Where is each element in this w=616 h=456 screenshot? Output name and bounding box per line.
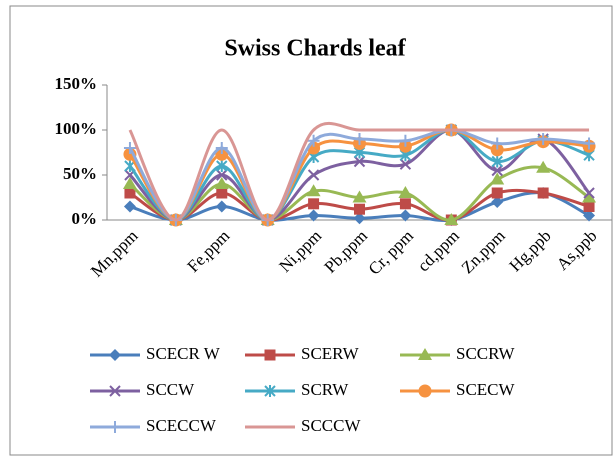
data-point xyxy=(352,190,367,203)
data-point xyxy=(215,200,228,213)
data-point xyxy=(491,164,503,177)
series-line xyxy=(128,121,590,222)
data-point xyxy=(124,187,136,199)
data-point xyxy=(537,133,550,145)
legend-label: SCECR W xyxy=(146,344,221,363)
data-point xyxy=(399,198,411,210)
data-point xyxy=(537,187,549,199)
legend-marker xyxy=(418,384,432,398)
y-tick-label: 150% xyxy=(55,74,98,93)
y-tick-label: 100% xyxy=(55,119,98,138)
y-tick-label: 0% xyxy=(72,209,98,228)
data-point xyxy=(582,190,597,203)
series-line xyxy=(128,128,590,222)
data-point xyxy=(490,172,505,185)
data-point xyxy=(216,160,228,172)
data-point xyxy=(398,186,413,198)
chart-border xyxy=(9,5,613,456)
legend-marker xyxy=(418,348,432,360)
data-point xyxy=(353,133,366,145)
data-point xyxy=(444,213,459,225)
data-point xyxy=(583,209,596,222)
legend-label: SCERW xyxy=(301,344,360,363)
data-point xyxy=(353,155,366,168)
data-point xyxy=(536,160,551,173)
legend-label: SCCRW xyxy=(456,344,516,363)
data-point xyxy=(215,142,228,154)
data-point xyxy=(491,187,503,199)
legend-label: SCCW xyxy=(146,380,195,399)
data-point xyxy=(491,155,503,168)
legend-label: SCCCW xyxy=(301,416,361,435)
data-point xyxy=(306,184,321,197)
legend-label: SCECCW xyxy=(146,416,217,435)
legend-marker xyxy=(264,349,276,361)
data-point xyxy=(583,187,595,199)
data-point xyxy=(216,169,228,181)
data-point xyxy=(216,187,228,199)
legend-marker xyxy=(109,421,121,433)
legend-marker xyxy=(264,385,276,397)
y-tick-label: 50% xyxy=(63,164,97,183)
data-point xyxy=(122,177,137,189)
data-point xyxy=(215,147,229,161)
data-point xyxy=(399,158,412,170)
data-point xyxy=(308,198,320,210)
legend-label: SCRW xyxy=(301,380,349,399)
data-point xyxy=(123,142,136,154)
data-point xyxy=(307,134,320,147)
data-point xyxy=(214,177,229,189)
data-point xyxy=(307,209,320,222)
data-point xyxy=(307,169,320,181)
data-point xyxy=(353,212,366,225)
data-point xyxy=(583,137,596,150)
data-point xyxy=(490,143,504,157)
data-point xyxy=(399,209,412,222)
chart-title: Swiss Chards leaf xyxy=(224,36,406,62)
data-point xyxy=(583,201,595,212)
legend-marker xyxy=(109,385,121,397)
data-point xyxy=(491,196,504,208)
legend-marker xyxy=(109,349,121,361)
data-point xyxy=(354,203,365,215)
legend-label: SCECW xyxy=(456,380,516,399)
data-point xyxy=(491,137,504,150)
data-point xyxy=(123,200,136,213)
data-point xyxy=(399,134,412,147)
